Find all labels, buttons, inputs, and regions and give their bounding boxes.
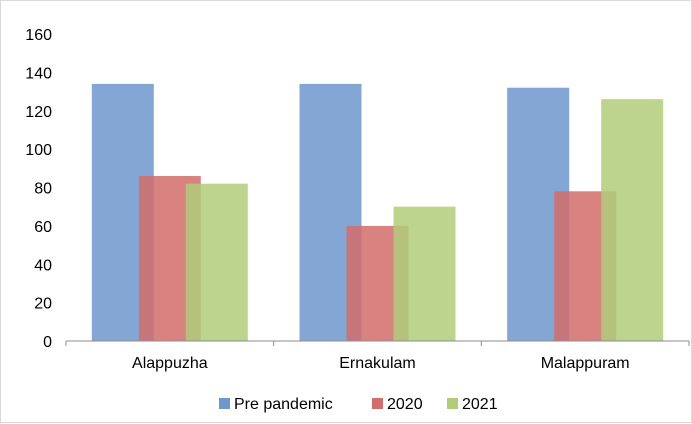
legend: Pre pandemic 2020 2021 [219,396,498,413]
category-label: Alappuzha [132,355,208,372]
y-tick-label: 60 [34,219,52,236]
bars-layer [91,83,664,342]
category-label: Malappuram [541,355,630,372]
legend-label-0: Pre pandemic [234,396,333,413]
legend-swatch-2 [447,398,458,409]
y-tick-label: 120 [25,104,52,121]
bar-2021-ernakulam [393,206,456,341]
y-tick-label: 160 [25,27,52,44]
y-tick-label: 100 [25,142,52,159]
legend-swatch-0 [219,398,230,409]
legend-label-1: 2020 [387,396,423,413]
axis-layer: 0 20 40 60 80 100 120 140 160 Alappuzha Ernakulam M… [25,27,690,372]
legend-label-2: 2021 [462,396,498,413]
y-tick-label: 140 [25,65,52,82]
bar-2021-malappuram [601,99,664,341]
y-tick-label: 40 [34,257,52,274]
y-tick-label: 80 [34,181,52,198]
y-tick-label: 0 [43,334,52,351]
y-tick-label: 20 [34,296,52,313]
category-label: Ernakulam [339,355,415,372]
legend-swatch-1 [372,398,383,409]
bar-2021-alappuzha [185,183,248,341]
